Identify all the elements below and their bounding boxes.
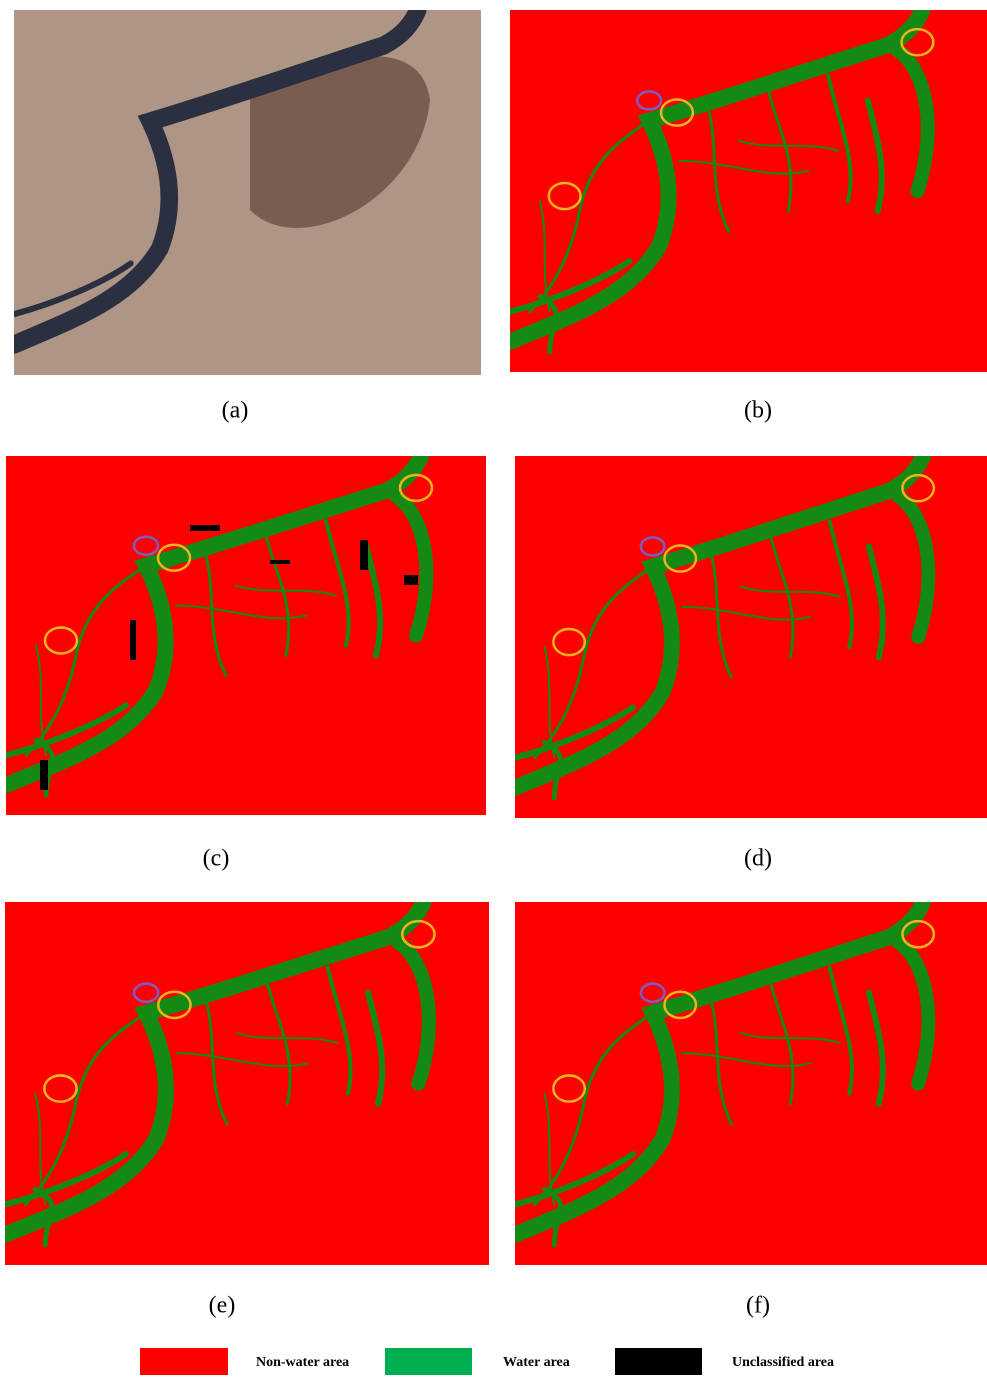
legend-label: Non-water area — [256, 1355, 349, 1370]
panel-c — [6, 456, 486, 815]
panel-label: (a) — [222, 398, 249, 424]
figure: (a) (b) (c) (d) (e) (f) Non-water area W… — [0, 0, 987, 1375]
panel-label: (e) — [209, 1293, 236, 1319]
panel-label: (f) — [746, 1293, 770, 1319]
panel-d — [515, 456, 987, 818]
legend-swatch — [615, 1348, 702, 1375]
panel-label: (b) — [744, 398, 772, 424]
panel-b — [510, 10, 987, 372]
legend-label: Water area — [503, 1355, 570, 1370]
panel-label: (c) — [203, 846, 230, 872]
panel-label: (d) — [744, 846, 772, 872]
legend-label: Unclassified area — [732, 1355, 834, 1370]
panel-f — [515, 902, 987, 1265]
legend-swatch — [385, 1348, 472, 1375]
panel-e — [5, 902, 489, 1265]
panel-a — [14, 10, 481, 375]
legend-swatch — [140, 1348, 228, 1375]
